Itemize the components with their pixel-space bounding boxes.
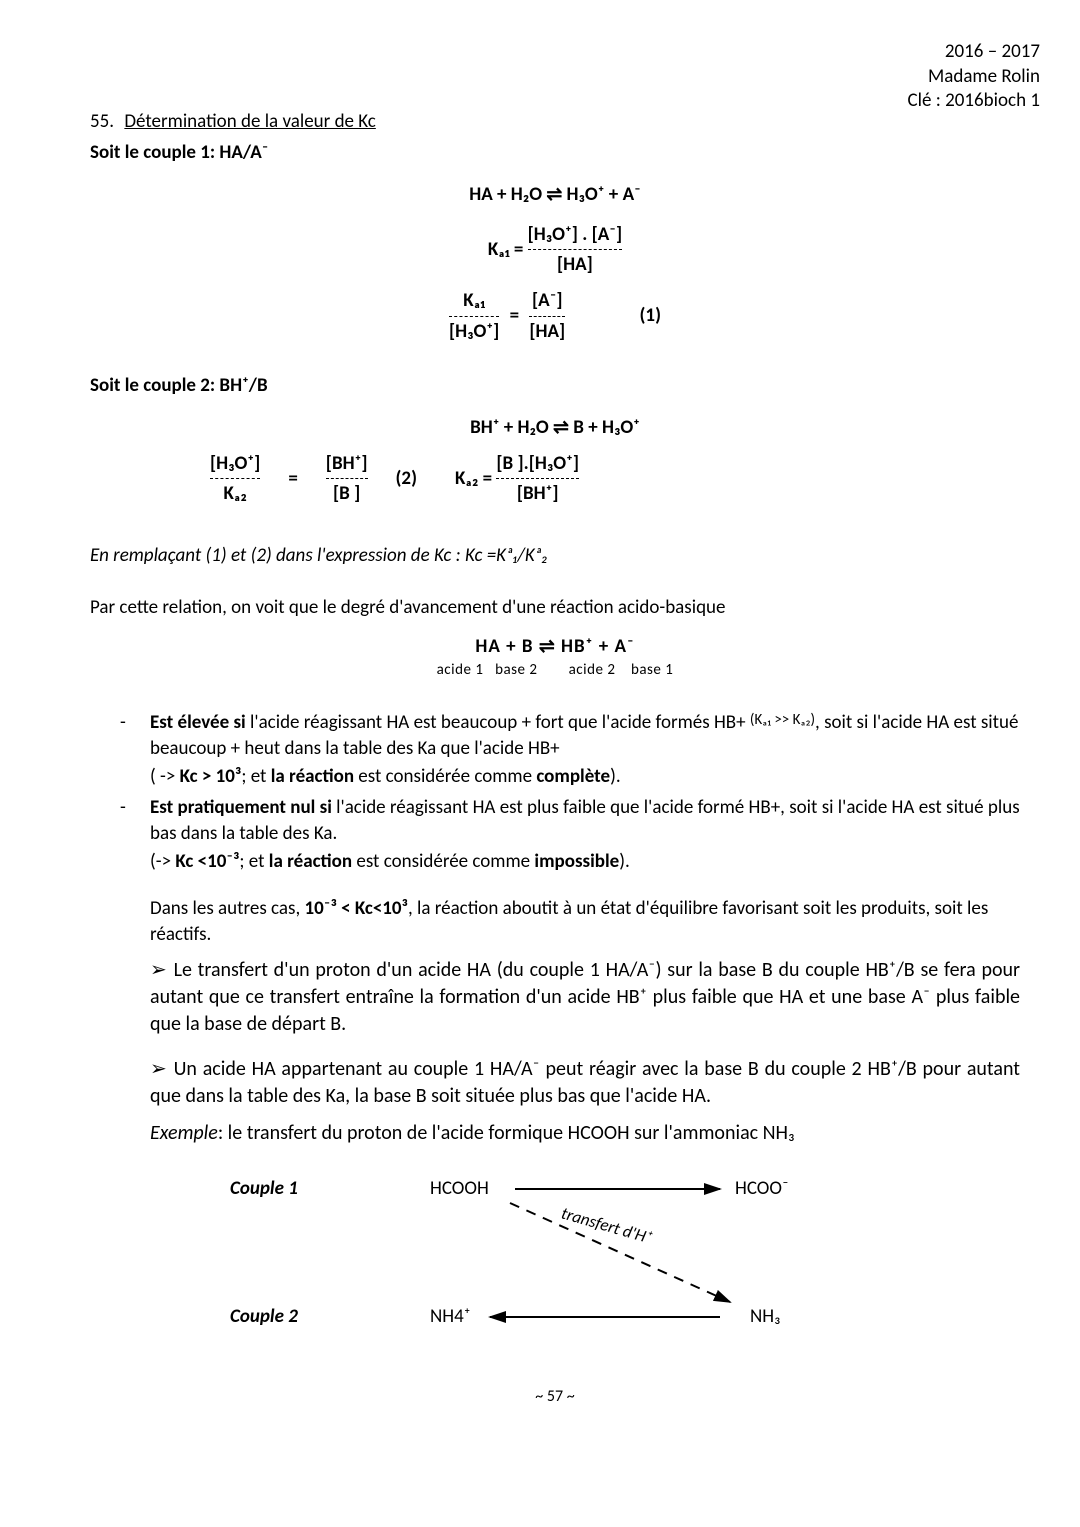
couple1-reaction: HA + H₂O ⇌ H₃O⁺ + A⁻ xyxy=(90,182,1020,208)
chevron-2-text: Un acide HA appartenant au couple 1 HA/A… xyxy=(150,1057,1020,1108)
ratio1-right: [A⁻] [HA] xyxy=(529,288,565,344)
diagram-nh3: NH₃ xyxy=(750,1305,780,1328)
couple1-mark: (1) xyxy=(640,303,661,329)
ratio1-right-bot: [HA] xyxy=(529,316,565,345)
diagram-hcooh: HCOOH xyxy=(430,1177,489,1200)
b2n-b: Kc <10⁻³ xyxy=(175,850,239,873)
ka1-label: Kₐ₁ = xyxy=(488,237,528,260)
couple2-reaction: BH⁺ + H₂O ⇌ B + H₃O⁺ xyxy=(90,415,1020,441)
b1n-b: Kc > 10³ xyxy=(180,765,242,788)
couple1-equation-block: HA + H₂O ⇌ H₃O⁺ + A⁻ Kₐ₁ = [H₃O⁺] . [A⁻]… xyxy=(90,182,1020,344)
couple1-ka-frac: Kₐ₁ = [H₃O⁺] . [A⁻] [HA] xyxy=(90,222,1020,278)
bullet-1-note: ( -> Kc > 10³; et la réaction est consid… xyxy=(150,764,1020,790)
chevron-1: ➢ Le transfert d'un proton d'un acide HA… xyxy=(150,957,1020,1038)
b1-b: l'acide réagissant HA est beaucoup + for… xyxy=(246,711,750,734)
chevron-icon: ➢ xyxy=(150,959,174,981)
equals: = xyxy=(510,304,524,327)
bullet-1: - Est élevée si l'acide réagissant HA es… xyxy=(120,710,1020,761)
b1-a: Est élevée si xyxy=(150,711,246,734)
mc-a: Dans les autres cas, xyxy=(150,897,305,920)
couple1-ratio: Kₐ₁ [H₃O⁺] = [A⁻] [HA] (1) xyxy=(90,288,1020,344)
section-title: 55. Détermination de la valeur de Kc xyxy=(90,110,1020,133)
couple2-row: [H₃O⁺] Kₐ₂ = [BH⁺] [B ] (2) Kₐ₂ = [B ].[… xyxy=(210,451,1020,507)
bullet-dash: - xyxy=(120,710,150,736)
example-text: : le transfert du proton de l'acide form… xyxy=(218,1121,795,1145)
ratio2-left-top: [H₃O⁺] xyxy=(210,451,260,477)
ratio1-left: Kₐ₁ [H₃O⁺] xyxy=(449,288,499,344)
couple2-label: Soit le couple 2: BH⁺/B xyxy=(90,374,1020,397)
ka2-label: Kₐ₂ = xyxy=(455,467,496,490)
chevron-icon: ➢ xyxy=(150,1058,174,1080)
couple2-equation-block: BH⁺ + H₂O ⇌ B + H₃O⁺ [H₃O⁺] Kₐ₂ = [BH⁺] … xyxy=(90,415,1020,507)
diagram-couple1: Couple 1 xyxy=(230,1177,298,1200)
chevron-2: ➢ Un acide HA appartenant au couple 1 HA… xyxy=(150,1056,1020,1110)
diagram-nh4: NH4⁺ xyxy=(430,1305,471,1328)
ratio2-right-top: [BH⁺] xyxy=(326,451,368,477)
bullet-2: - Est pratiquement nul si l'acide réagis… xyxy=(120,795,1020,846)
ka1-bot: [HA] xyxy=(528,249,623,278)
bullet-2-note: (-> Kc <10⁻³; et la réaction est considé… xyxy=(150,849,1020,875)
couple1-label: Soit le couple 1: HA/A⁻ xyxy=(90,141,1020,164)
page-number: ~ 57 ~ xyxy=(90,1387,1020,1406)
ratio1-left-bot: [H₃O⁺] xyxy=(449,316,499,345)
ratio2-left-bot: Kₐ₂ xyxy=(210,478,260,507)
transfer-diagram: Couple 1 Couple 2 HCOOH HCOO⁻ NH4⁺ NH₃ t… xyxy=(230,1167,870,1357)
ratio1-right-top: [A⁻] xyxy=(529,288,565,314)
b2n-d: la réaction xyxy=(269,850,352,873)
header-teacher: Madame Rolin xyxy=(908,65,1040,90)
ka1-fraction: [H₃O⁺] . [A⁻] [HA] xyxy=(528,222,623,278)
replace-line: En remplaçant (1) et (2) dans l'expressi… xyxy=(90,543,1020,569)
example-label: Exemple xyxy=(150,1121,218,1145)
section-title-text: Détermination de la valeur de Kc xyxy=(124,110,375,133)
b2n-g: ). xyxy=(619,850,630,873)
bullet-2-text: Est pratiquement nul si l'acide réagissa… xyxy=(150,795,1020,846)
middle-case: Dans les autres cas, 10⁻³ < Kc<10³, la r… xyxy=(150,896,1020,947)
global-reaction-eq: HA + B ⇌ HB⁺ + A⁻ xyxy=(90,634,1020,660)
b2-a: Est pratiquement nul si xyxy=(150,796,332,819)
b2n-e: est considérée comme xyxy=(352,850,534,873)
page: 2016 – 2017 Madame Rolin Clé : 2016bioch… xyxy=(0,0,1080,1527)
global-reaction-labels: acide 1 base 2 acide 2 base 1 xyxy=(90,660,1020,680)
ratio1-left-top: Kₐ₁ xyxy=(449,288,499,314)
relation-line: Par cette relation, on voit que le degré… xyxy=(90,595,1020,621)
ratio2-left: [H₃O⁺] Kₐ₂ xyxy=(210,451,260,507)
example-line: Exemple: le transfert du proton de l'aci… xyxy=(150,1120,1020,1147)
header-year: 2016 – 2017 xyxy=(908,40,1040,65)
b1-paren: (Kₐ₁ >> Kₐ₂) xyxy=(750,711,815,729)
ka2-fraction: [B ].[H₃O⁺] [BH⁺] xyxy=(496,451,579,507)
b1n-g: ). xyxy=(610,765,621,788)
b2n-a: (-> xyxy=(150,850,175,873)
header-key: Clé : 2016bioch 1 xyxy=(908,89,1040,114)
ka2-def: Kₐ₂ = [B ].[H₃O⁺] [BH⁺] xyxy=(455,451,579,507)
ka2-top: [B ].[H₃O⁺] xyxy=(496,451,579,477)
diagram-hcoo: HCOO⁻ xyxy=(735,1177,789,1200)
b1n-c: ; et xyxy=(241,765,270,788)
couple2-mark: (2) xyxy=(396,466,417,492)
section-number: 55. xyxy=(90,110,114,133)
diagram-couple2: Couple 2 xyxy=(230,1305,298,1328)
header-meta: 2016 – 2017 Madame Rolin Clé : 2016bioch… xyxy=(908,40,1040,114)
bullet-1-text: Est élevée si l'acide réagissant HA est … xyxy=(150,710,1020,761)
b2n-f: impossible xyxy=(534,850,619,873)
ka2-bot: [BH⁺] xyxy=(496,478,579,507)
b2n-c: ; et xyxy=(239,850,268,873)
bullet-dash: - xyxy=(120,795,150,821)
b1n-a: ( -> xyxy=(150,765,180,788)
chevron-1-text: Le transfert d'un proton d'un acide HA (… xyxy=(150,958,1020,1036)
b1n-f: complète xyxy=(536,765,610,788)
equals: = xyxy=(288,466,297,492)
b1n-d: la réaction xyxy=(271,765,354,788)
ratio2-right-bot: [B ] xyxy=(326,478,368,507)
ratio2-right: [BH⁺] [B ] xyxy=(326,451,368,507)
ka1-top: [H₃O⁺] . [A⁻] xyxy=(528,222,623,248)
mc-b: 10⁻³ < Kc<10³ xyxy=(305,897,408,920)
global-reaction: HA + B ⇌ HB⁺ + A⁻ acide 1 base 2 acide 2… xyxy=(90,634,1020,680)
b1n-e: est considérée comme xyxy=(354,765,536,788)
